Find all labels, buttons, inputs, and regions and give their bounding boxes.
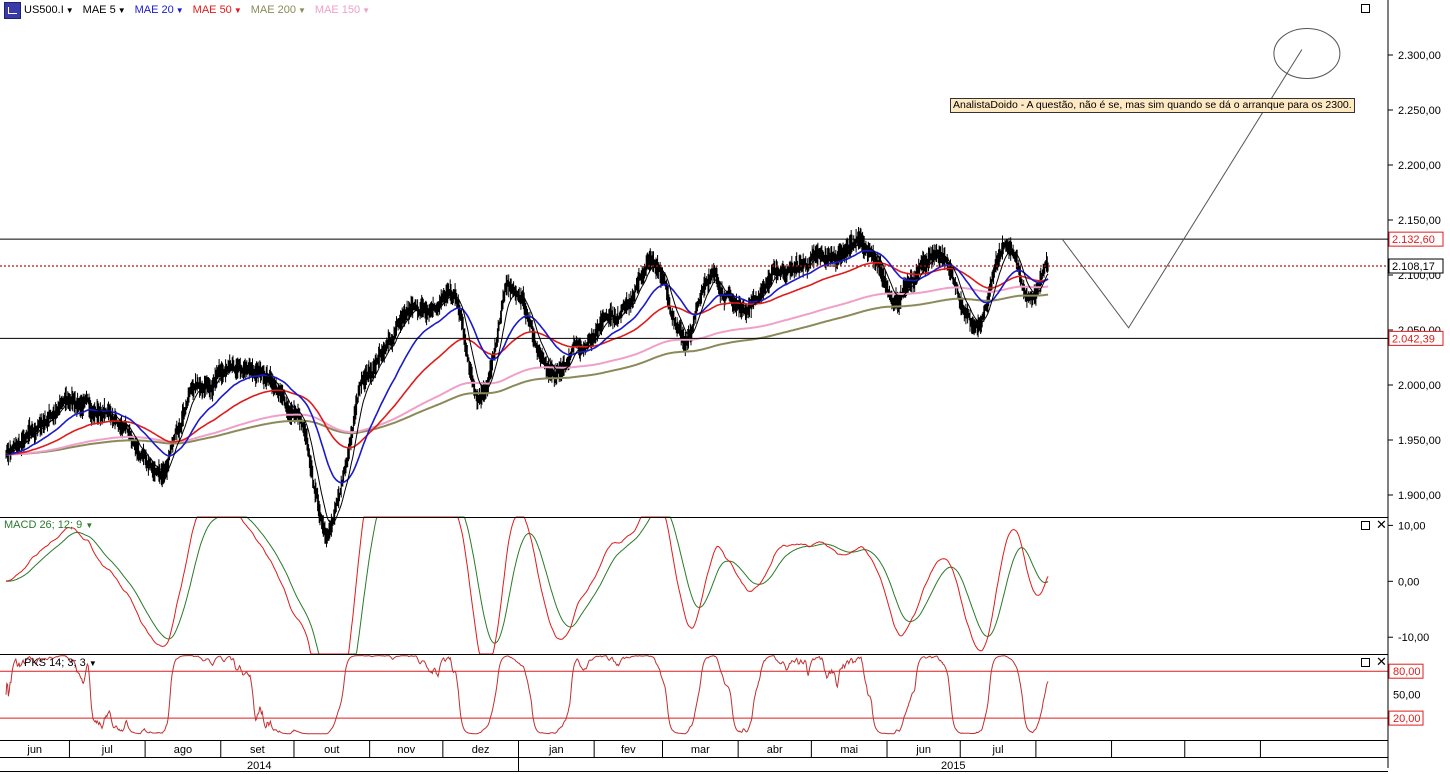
month-label: jun: [915, 744, 931, 756]
mae5-line: [5, 241, 1049, 524]
legend-mae5[interactable]: MAE 5 ▼: [82, 4, 126, 16]
maximize-price-button[interactable]: [1361, 4, 1370, 13]
month-label: out: [324, 744, 339, 756]
legend-mae150[interactable]: MAE 150 ▼: [314, 4, 371, 16]
maximize-stoch-button[interactable]: [1361, 658, 1370, 667]
month-label: nov: [397, 744, 415, 756]
target-ellipse: [1273, 28, 1341, 79]
level-label-box: [1388, 231, 1444, 247]
macd-label[interactable]: MACD 26; 12; 9 ▼: [4, 519, 94, 531]
stoch-tick-label: 80,00: [1393, 666, 1421, 678]
level-label: 2.132,60: [1392, 234, 1435, 246]
price-tick-label: 2.000,00: [1398, 380, 1441, 392]
price-tick-label: 2.300,00: [1398, 50, 1441, 62]
level-label: 2.042,39: [1392, 333, 1435, 345]
stoch-line: [5, 655, 1049, 735]
legend-mae200[interactable]: MAE 200 ▼: [250, 4, 306, 16]
month-label: jan: [548, 744, 564, 756]
stoch-tick-box: [1388, 663, 1424, 679]
month-label: ago: [174, 744, 192, 756]
month-label: mar: [691, 744, 710, 756]
legend-symbol[interactable]: US500.I ▼: [24, 4, 74, 16]
stoch-tick-label: 20,00: [1393, 713, 1421, 725]
maximize-macd-button[interactable]: [1361, 521, 1370, 530]
projection-line: [1062, 49, 1303, 329]
macd-signal-line: [6, 516, 1049, 655]
macd-line: [5, 516, 1049, 655]
macd-tick-label: 0,00: [1398, 576, 1419, 588]
price-bars: [5, 227, 1049, 548]
stoch-tick-label: 50,00: [1393, 690, 1421, 702]
stoch-tick-box: [1388, 710, 1424, 726]
mae200-line: [6, 293, 1049, 456]
legend-mae20[interactable]: MAE 20 ▼: [134, 4, 184, 16]
level-label: 2.108,17: [1392, 261, 1435, 273]
macd-tick-label: -10,00: [1398, 632, 1429, 644]
month-label: jun: [26, 744, 42, 756]
year-label: 2014: [247, 760, 271, 772]
close-macd-icon[interactable]: ✕: [1376, 518, 1387, 533]
chart-legend: US500.I ▼ MAE 5 ▼ MAE 20 ▼ MAE 50 ▼ MAE 200 ▼…: [4, 1, 379, 19]
month-label: jul: [992, 744, 1004, 756]
price-tick-label: 1.900,00: [1398, 490, 1441, 502]
macd-tick-label: 10,00: [1398, 520, 1426, 532]
month-label: set: [250, 744, 265, 756]
month-label: jul: [101, 744, 113, 756]
month-label: dez: [472, 744, 490, 756]
macd-panel: [5, 516, 1049, 655]
stoch-panel: [0, 655, 1388, 735]
level-label-box: [1388, 330, 1444, 346]
month-label: mai: [840, 744, 858, 756]
price-panel: [0, 28, 1388, 548]
year-label: 2015: [941, 760, 965, 772]
price-tick-label: 2.250,00: [1398, 105, 1441, 117]
stoch-label[interactable]: PKS 14; 3; 3 ▼: [24, 657, 97, 669]
price-tick-label: 1.950,00: [1398, 435, 1441, 447]
legend-mae50[interactable]: MAE 50 ▼: [192, 4, 242, 16]
chart-annotation[interactable]: AnalistaDoido - A questão, não é se, mas…: [950, 98, 1355, 113]
close-stoch-icon[interactable]: ✕: [1376, 655, 1387, 670]
level-label-box: [1388, 258, 1444, 274]
month-label: abr: [767, 744, 783, 756]
price-tick-label: 2.150,00: [1398, 215, 1441, 227]
month-label: fev: [621, 744, 636, 756]
cfd-logo-icon: [4, 1, 21, 19]
price-tick-label: 2.200,00: [1398, 160, 1441, 172]
